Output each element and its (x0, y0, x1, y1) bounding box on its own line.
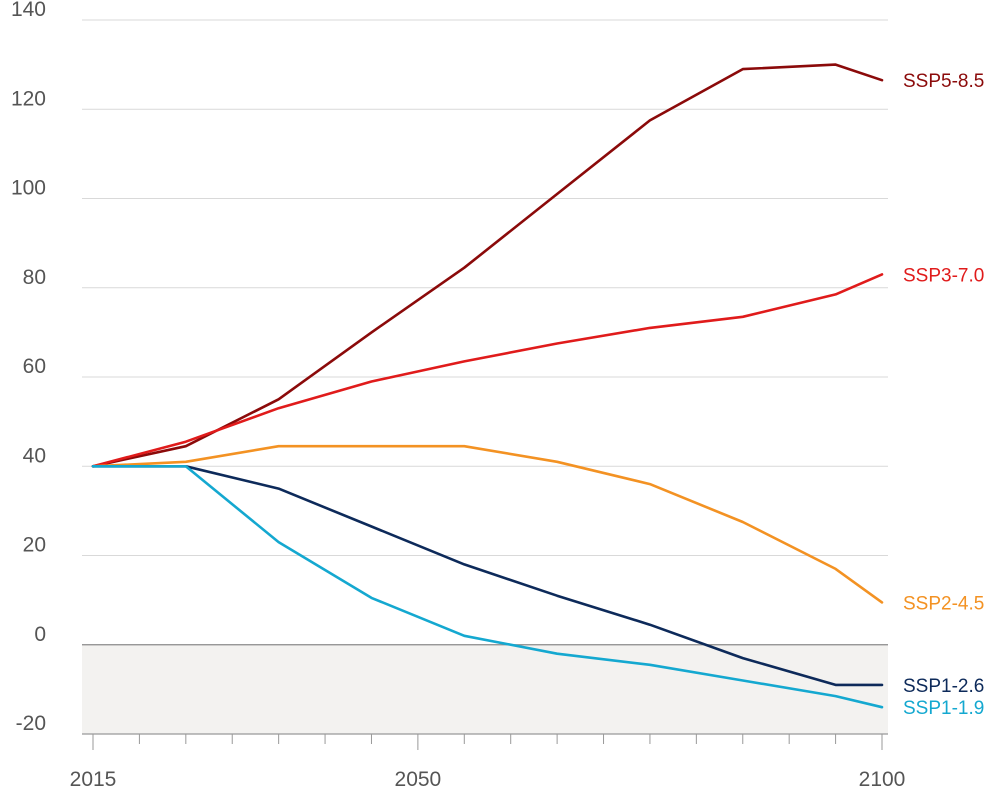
series-lines (91, 63, 884, 709)
negative-region-shading (82, 644, 888, 734)
y-tick-label: 140 (11, 0, 46, 21)
x-axis: 2015 2050 2100 (70, 733, 906, 791)
y-tick-label: 60 (23, 355, 46, 378)
y-axis-ticks: 140 120 100 80 60 40 20 0 -20 (11, 0, 46, 735)
y-tick-label: 20 (23, 534, 46, 557)
y-tick-label: 100 (11, 177, 46, 200)
series-label: SSP2-4.5 (903, 593, 984, 614)
gridlines (82, 19, 888, 646)
series-label: SSP5-8.5 (903, 71, 984, 92)
y-tick-label: 80 (23, 266, 46, 289)
series-line (91, 465, 884, 709)
negative-region (82, 644, 888, 734)
y-tick-label: -20 (16, 712, 46, 735)
series-label: SSP1-2.6 (903, 676, 984, 697)
x-tick-label: 2100 (859, 768, 906, 791)
series-line (91, 273, 884, 468)
y-tick-label: 40 (23, 444, 46, 467)
series-line (91, 63, 884, 468)
y-tick-label: 120 (11, 87, 46, 110)
series-line (91, 465, 884, 687)
x-tick-label: 2050 (395, 768, 442, 791)
series-line (91, 444, 884, 604)
y-tick-label: 0 (34, 623, 46, 646)
x-tick-label: 2015 (70, 768, 117, 791)
series-label: SSP1-1.9 (903, 698, 984, 719)
series-label: SSP3-7.0 (903, 265, 984, 286)
